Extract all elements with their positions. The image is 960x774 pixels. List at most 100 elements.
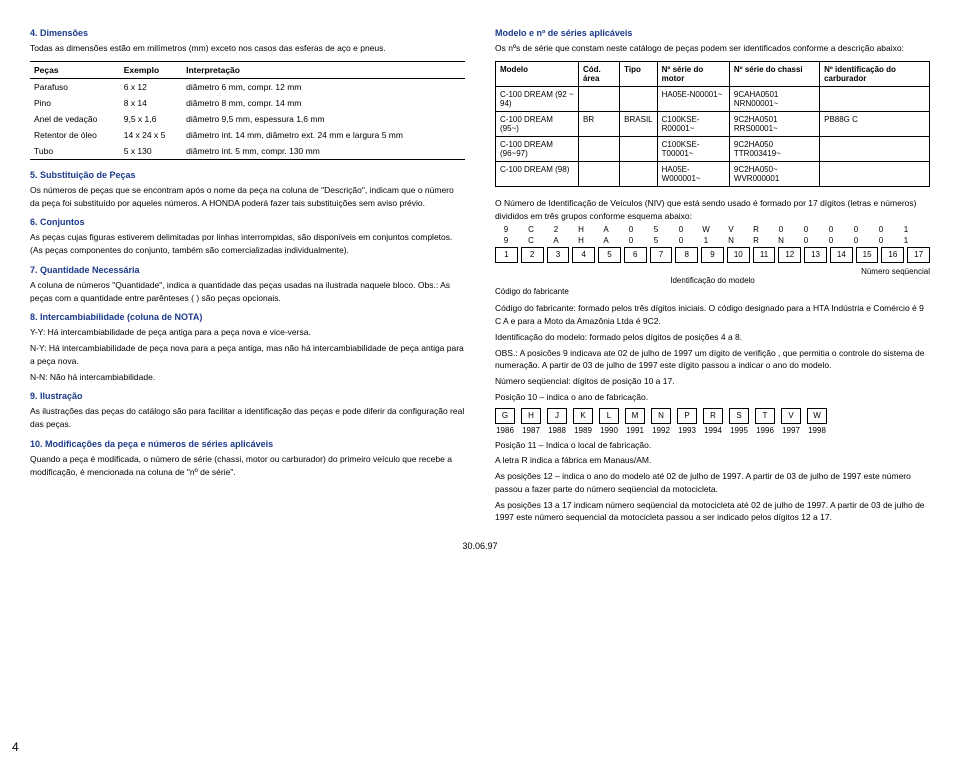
model-td [578, 86, 619, 111]
year-letter: J [547, 408, 567, 424]
code-cell: 0 [870, 236, 892, 245]
dimensions-table: PeçasExemploInterpretação Parafuso6 x 12… [30, 61, 465, 160]
year-letter: M [625, 408, 645, 424]
code-cell: 0 [870, 225, 892, 234]
code-cell: R [745, 225, 767, 234]
right-column: Modelo e nº de séries aplicáveis Os nºs … [495, 20, 930, 527]
model-td: 9C2HA0501 RRS00001~ [729, 111, 819, 136]
code-cell: C [520, 236, 542, 245]
code-cell: 7 [650, 247, 673, 263]
year-item: P 1993 [677, 408, 697, 435]
dim-td: 9,5 x 1,6 [120, 111, 182, 127]
s8-title: 8. Intercambiabilidade (coluna de NOTA) [30, 312, 465, 322]
code-cell: 0 [795, 225, 817, 234]
code-cell: 0 [620, 225, 642, 234]
label-seq: Número seqüencial [495, 267, 930, 276]
code-cell: 5 [645, 225, 667, 234]
year-letter: K [573, 408, 593, 424]
s9-text: As ilustrações das peças do catálogo são… [30, 405, 465, 431]
s9-title: 9. Ilustração [30, 391, 465, 401]
code-cell: 1 [895, 236, 917, 245]
model-td [820, 161, 930, 186]
dim-td: diâmetro 6 mm, compr. 12 mm [182, 78, 465, 95]
year-letter: L [599, 408, 619, 424]
code-cell: 9 [701, 247, 724, 263]
year-item: L 1990 [599, 408, 619, 435]
code-row-3: 1234567891011121314151617 [495, 247, 930, 263]
year-item: T1996 [755, 408, 775, 435]
s10-title: 10. Modificações da peça e números de sé… [30, 439, 465, 449]
year-letter: T [755, 408, 775, 424]
code-cell: V [720, 225, 742, 234]
code-cell: 3 [547, 247, 570, 263]
p-pos11a: Posição 11 – Indica o local de fabricaçã… [495, 439, 930, 452]
code-cell: 14 [830, 247, 853, 263]
year-item: R 1994 [703, 408, 723, 435]
year-year: 1998 [807, 426, 827, 435]
code-cell: 9 [495, 236, 517, 245]
year-letter: P [677, 408, 697, 424]
year-item: K 1989 [573, 408, 593, 435]
year-row: G1986H1987J1988K1989L1990M1991N1992P1993… [495, 408, 930, 435]
year-letter: N [651, 408, 671, 424]
model-td [820, 86, 930, 111]
year-item: S1995 [729, 408, 749, 435]
code-cell: 0 [845, 225, 867, 234]
code-cell: 12 [778, 247, 801, 263]
model-td [578, 136, 619, 161]
code-cell: 5 [598, 247, 621, 263]
year-letter: R [703, 408, 723, 424]
code-cell: 0 [820, 236, 842, 245]
s8-a: Y-Y: Há intercambiabilidade de peça anti… [30, 326, 465, 339]
year-item: J1988 [547, 408, 567, 435]
year-letter: S [729, 408, 749, 424]
s5-text: Os números de peças que se encontram apó… [30, 184, 465, 210]
code-cell: A [595, 225, 617, 234]
dim-td: diâmetro int. 14 mm, diâmetro ext. 24 mm… [182, 127, 465, 143]
model-td: 9CAHA0501 NRN00001~ [729, 86, 819, 111]
code-cell: 1 [695, 236, 717, 245]
hdr-title: Modelo e nº de séries aplicáveis [495, 28, 930, 38]
p-codfab: Código do fabricante: formado pelos três… [495, 302, 930, 328]
dim-td: 6 x 12 [120, 78, 182, 95]
model-td [620, 86, 657, 111]
model-td: 9C2HA050~ WVR000001 [729, 161, 819, 186]
model-td [620, 136, 657, 161]
model-th: Nº série do chassi [729, 61, 819, 86]
code-cell: W [695, 225, 717, 234]
label-codfab: Código do fabricante [495, 287, 930, 296]
model-td: HA05E-W000001~ [657, 161, 729, 186]
code-cell: N [770, 236, 792, 245]
year-year: 1994 [703, 426, 723, 435]
code-cell: 11 [753, 247, 776, 263]
year-year: 1991 [625, 426, 645, 435]
model-td: BR [578, 111, 619, 136]
code-cell: 0 [795, 236, 817, 245]
s4-title: 4. Dimensões [30, 28, 465, 38]
year-year: 1987 [521, 426, 541, 435]
year-year: 1989 [573, 426, 593, 435]
model-th: Cód. área [578, 61, 619, 86]
model-th: Nº identificação do carburador [820, 61, 930, 86]
year-year: 1992 [651, 426, 671, 435]
year-year: 1997 [781, 426, 801, 435]
dim-th: Peças [30, 61, 120, 78]
model-td [620, 161, 657, 186]
s4-text: Todas as dimensões estão em milímetros (… [30, 42, 465, 55]
p-codfab-text: Código do fabricante: formado pelos três… [495, 303, 924, 326]
s6-title: 6. Conjuntos [30, 217, 465, 227]
s7-text: A coluna de números "Quantidade", indica… [30, 279, 465, 305]
model-td: C100KSE-T00001~ [657, 136, 729, 161]
code-cell: 0 [845, 236, 867, 245]
model-td: C-100 DREAM (96~97) [496, 136, 579, 161]
code-row-2: 9CAHA0501NRN00001 [495, 236, 930, 245]
year-year: 1993 [677, 426, 697, 435]
year-year: 1990 [599, 426, 619, 435]
model-td: HA05E-N00001~ [657, 86, 729, 111]
code-cell: 0 [670, 225, 692, 234]
code-cell: H [570, 236, 592, 245]
p-pos13: As posições 13 a 17 indicam número seqüe… [495, 499, 930, 525]
code-cell: 10 [727, 247, 750, 263]
dim-td: diâmetro int. 5 mm, compr. 130 mm [182, 143, 465, 160]
dim-td: Tubo [30, 143, 120, 160]
